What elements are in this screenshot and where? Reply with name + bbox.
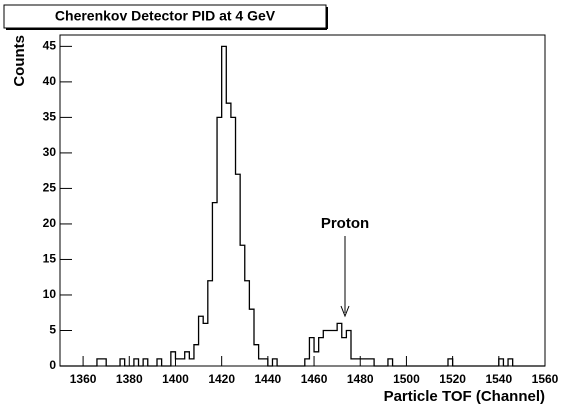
x-tick-label: 1420: [208, 372, 235, 386]
x-tick-label: 1480: [347, 372, 374, 386]
x-tick-label: 1440: [255, 372, 282, 386]
y-tick-label: 35: [43, 110, 57, 124]
x-axis-label: Particle TOF (Channel): [384, 388, 545, 405]
histogram-outline: [60, 45, 545, 367]
y-tick-label: 40: [43, 74, 57, 88]
y-tick-label: 30: [43, 145, 57, 159]
y-tick-label: 45: [43, 39, 57, 53]
y-tick-label: 10: [43, 287, 57, 301]
x-tick-label: 1380: [116, 372, 143, 386]
y-tick-label: 15: [43, 252, 57, 266]
chart-title: Cherenkov Detector PID at 4 GeV: [55, 8, 276, 24]
y-axis-label: Counts: [11, 35, 28, 87]
x-tick-label: 1400: [162, 372, 189, 386]
y-tick-label: 5: [49, 323, 56, 337]
x-tick-label: 1560: [532, 372, 559, 386]
x-tick-label: 1460: [301, 372, 328, 386]
y-tick-label: 0: [49, 358, 56, 372]
annotation: Proton: [321, 215, 369, 232]
x-tick-label: 1540: [485, 372, 512, 386]
annotation-arrowhead: [340, 305, 350, 318]
x-tick-label: 1520: [439, 372, 466, 386]
y-tick-label: 25: [43, 181, 57, 195]
x-tick-label: 1500: [393, 372, 420, 386]
y-tick-label: 20: [43, 216, 57, 230]
x-tick-label: 1360: [70, 372, 97, 386]
